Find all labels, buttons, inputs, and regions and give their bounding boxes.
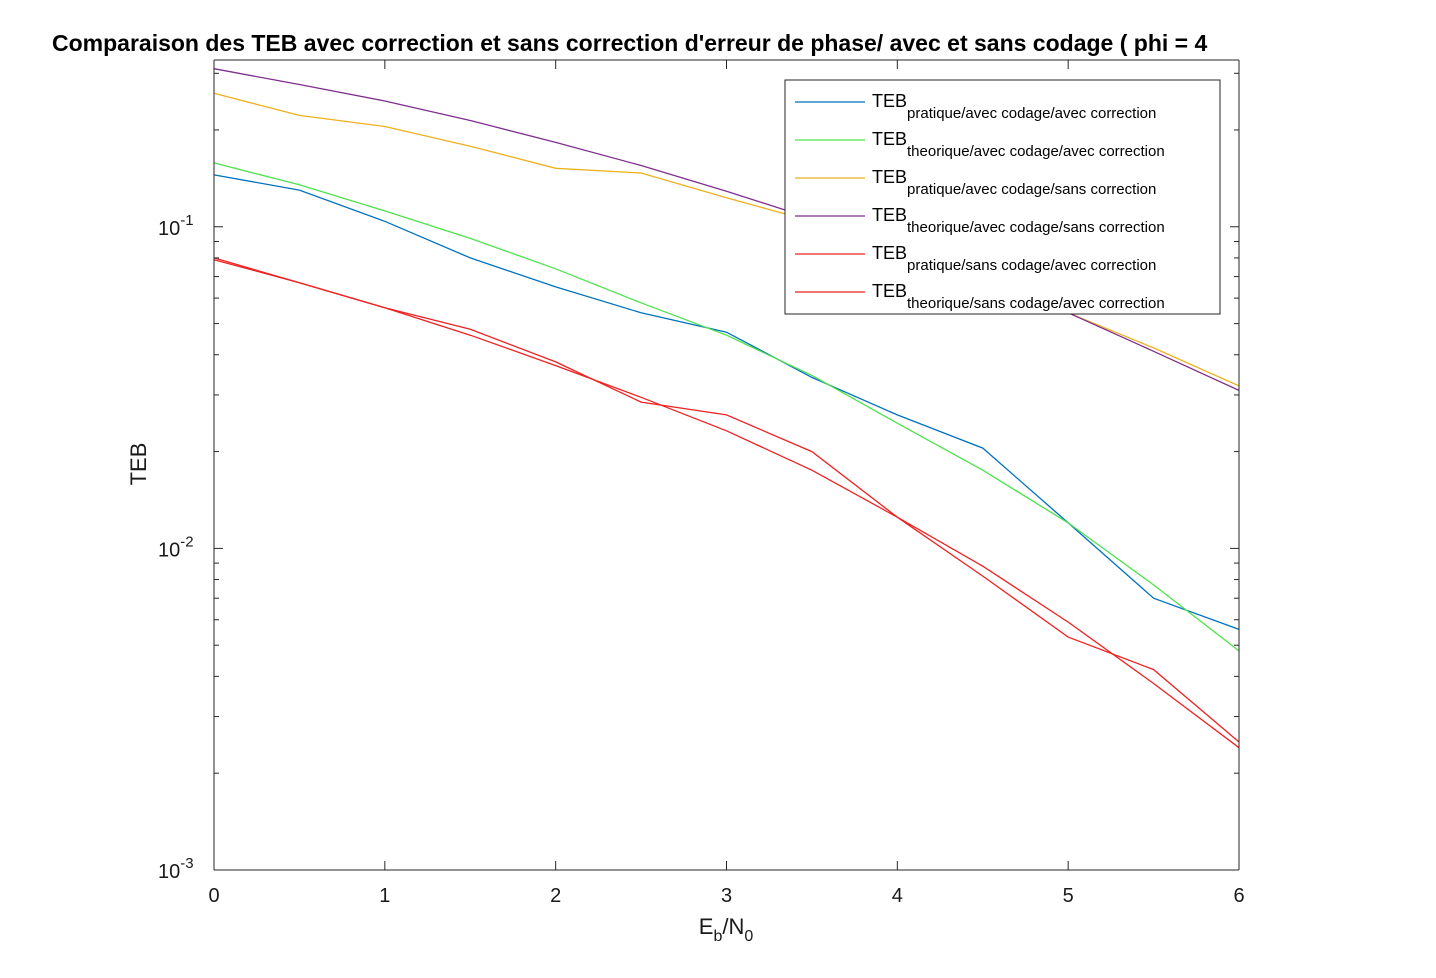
x-tick-label: 6 <box>1233 885 1244 907</box>
x-tick-label: 5 <box>1063 885 1074 907</box>
series-line-2 <box>213 162 1240 652</box>
legend: TEBpratique/avec codage/avec correction T… <box>784 79 1221 315</box>
legend-entry: TEBtheorique/avec codage/sans correction <box>872 205 1165 236</box>
x-tick-label: 4 <box>892 885 903 907</box>
y-tick-label: 10-3 <box>158 855 194 883</box>
y-tick-label: 10-2 <box>158 533 194 561</box>
x-tick-label: 0 <box>208 885 219 907</box>
legend-entry: TEBtheorique/sans codage/avec correction <box>872 281 1165 312</box>
x-axis-label: Eb/N0 <box>699 914 754 945</box>
ticks: 0 1 2 3 4 5 6 10-3 10-2 10-1 <box>158 60 1245 907</box>
legend-entry: TEBpratique/sans codage/avec correction <box>872 243 1156 274</box>
x-tick-label: 2 <box>550 885 561 907</box>
legend-entry: TEBpratique/avec codage/avec correction <box>872 91 1156 122</box>
x-tick-label: 1 <box>379 885 390 907</box>
series-lines <box>213 68 1240 749</box>
chart-title: Comparaison des TEB avec correction et s… <box>52 30 1207 56</box>
legend-entry: TEBpratique/avec codage/sans correction <box>872 167 1156 198</box>
y-tick-label: 10-1 <box>158 212 194 240</box>
y-axis-label: TEB <box>126 443 151 486</box>
series-line-6 <box>213 259 1240 749</box>
legend-box <box>784 79 1221 315</box>
legend-entry: TEBtheorique/avec codage/avec correction <box>872 129 1165 160</box>
x-tick-label: 3 <box>721 885 732 907</box>
